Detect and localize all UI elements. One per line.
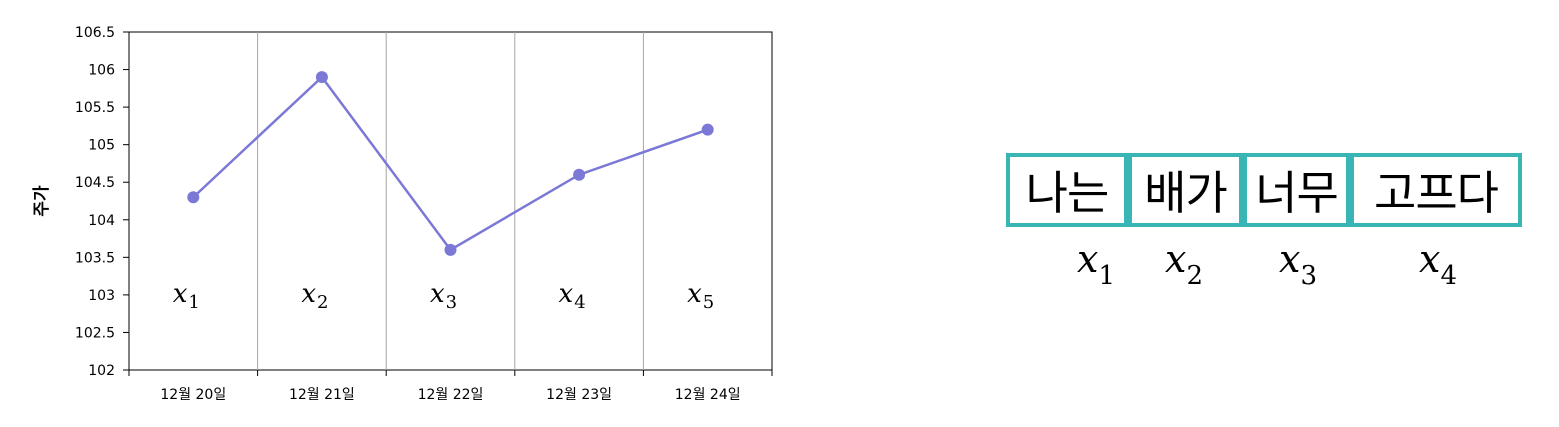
stock-price-line-chart: 102 102.5 103 103.5 104 104.5 105 105.5 106 106.5… [32, 25, 773, 403]
token-var-2: x2 [1114, 237, 1254, 291]
token-text-4: 고프다 [1374, 166, 1499, 220]
y-tick-label: 102 [88, 363, 115, 379]
x-tick-label: 12월 20일 [160, 387, 226, 403]
token-text-1: 나는 [1025, 166, 1110, 220]
token-var-3-sub: 3 [1300, 261, 1317, 291]
point-variable-subscript: 4 [574, 292, 585, 313]
token-box-4: 고프다 [1350, 153, 1522, 227]
point-variable-label: x4 [559, 279, 586, 313]
point-variable-label: x1 [173, 279, 200, 313]
y-tick-label: 103 [88, 288, 115, 304]
x-tick-label: 12월 24일 [675, 387, 741, 403]
point-variable-subscript: 2 [317, 292, 328, 313]
series-line [192, 75, 709, 252]
token-box-2: 배가 [1128, 153, 1243, 227]
point-variable-subscript: 5 [703, 292, 714, 313]
y-tick-label: 105.5 [75, 100, 115, 116]
token-var-2-sub: 2 [1186, 261, 1203, 291]
token-var-2-base: x [1165, 237, 1187, 281]
x-tick-label: 12월 23일 [546, 387, 612, 403]
y-tick-label: 103.5 [75, 250, 115, 266]
token-var-1-sub: 1 [1098, 261, 1115, 291]
point-variable-subscript: 1 [188, 292, 199, 313]
point-variable-label: x2 [301, 279, 328, 313]
token-var-1: x1 [1006, 237, 1186, 291]
data-point [573, 168, 586, 181]
token-var-4: x4 [1368, 237, 1508, 291]
token-text-3: 너무 [1255, 166, 1339, 220]
point-variable-subscript: 3 [446, 292, 457, 313]
y-tick-label: 102.5 [75, 325, 115, 341]
x-tick-label: 12월 22일 [418, 387, 484, 403]
token-box-3: 너무 [1243, 153, 1350, 227]
token-var-3: x3 [1228, 237, 1368, 291]
data-point [187, 191, 200, 204]
data-point [444, 243, 457, 256]
point-variable-label: x5 [687, 279, 714, 313]
token-text-2: 배가 [1144, 166, 1228, 220]
y-axis-title: 주가 [32, 185, 52, 217]
token-box-1: 나는 [1006, 153, 1128, 227]
y-tick-label: 105 [88, 138, 115, 154]
y-tick-label: 104.5 [75, 175, 115, 191]
token-var-4-sub: 4 [1440, 261, 1457, 291]
token-var-1-base: x [1077, 237, 1099, 281]
x-tick-label: 12월 21일 [289, 387, 355, 403]
data-point [315, 71, 328, 84]
token-var-3-base: x [1279, 237, 1301, 281]
y-tick-label: 104 [88, 213, 115, 229]
y-tick-label: 106 [88, 63, 115, 79]
data-point [701, 123, 714, 136]
y-tick-label: 106.5 [75, 25, 115, 41]
token-var-4-base: x [1419, 237, 1441, 281]
point-variable-label: x3 [430, 279, 457, 313]
plot-area-frame [128, 31, 773, 371]
